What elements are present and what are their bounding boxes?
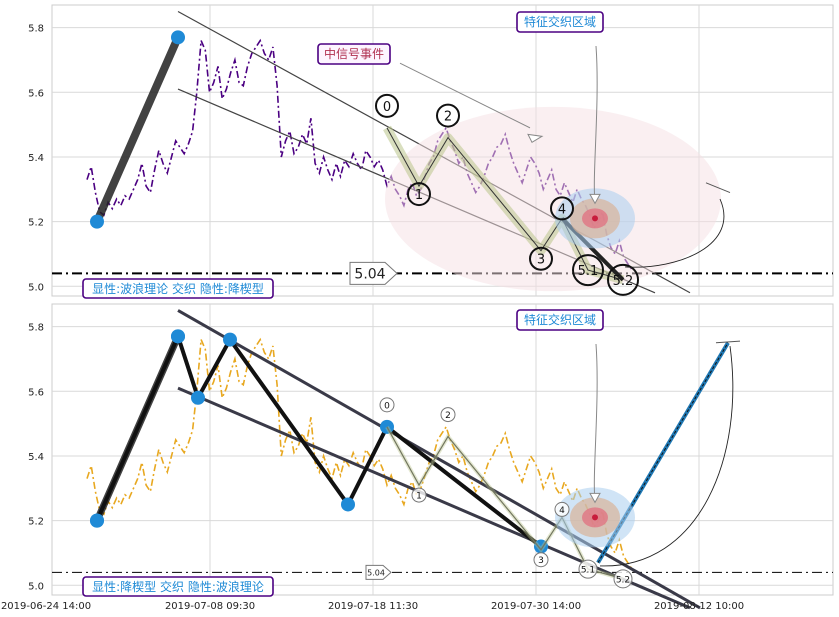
y-tick-label: 5.8 [28, 24, 44, 35]
wave-point-label: 1 [415, 188, 423, 203]
impulse-wave-line [93, 33, 182, 226]
x-tick-label: 2019-07-08 09:30 [165, 601, 255, 612]
feature-zone-center [592, 215, 598, 222]
top-chart-panel: 5.0 5.2 5.4 5.6 5.8 5.04 0 1 2 3 4 5.1 5.2 [28, 4, 834, 297]
wave-point-marker [607, 263, 639, 296]
bottom-caption-label: 显性:降楔型 交织 隐性:波浪理论 [92, 579, 264, 594]
wedge-point-marker [341, 497, 355, 512]
wave-point-label: 2 [445, 411, 451, 421]
y-tick-label: 5.8 [28, 323, 44, 334]
signal-arrow-head [527, 133, 544, 144]
top-signal-badge: 中信号事件 [317, 43, 391, 65]
y-tick-label: 5.4 [28, 452, 44, 463]
y-tick-label: 5.2 [28, 517, 44, 528]
impulse-end-marker [171, 30, 185, 45]
zone-pointer-arrow [593, 343, 598, 500]
wave-point-label: 3 [537, 253, 545, 268]
support-level-arrow [365, 564, 392, 580]
target-cap [705, 182, 731, 193]
wave-point-label: 3 [538, 556, 544, 566]
wave-point-label: 5.2 [616, 575, 630, 585]
support-level-arrow [349, 261, 398, 285]
wedge-point-marker [380, 419, 394, 434]
wave-point-marker [550, 196, 574, 221]
wave-point-label: 0 [384, 401, 390, 411]
wedge-point-marker [223, 332, 237, 347]
bottom-caption-badge: 显性:降楔型 交织 隐性:波浪理论 [82, 576, 274, 597]
top-signal-label: 中信号事件 [324, 46, 384, 61]
wave-point-marker [379, 397, 395, 413]
wave-point-label: 1 [416, 491, 422, 501]
wedge-point-marker [534, 539, 548, 554]
wave-path [386, 127, 624, 281]
y-tick-label: 5.2 [28, 218, 44, 229]
impulse-start-marker [90, 513, 104, 528]
x-tick-label: 2019-08-12 10:00 [654, 601, 744, 612]
support-level-label: 5.04 [367, 568, 385, 577]
wave-point-marker [533, 552, 549, 568]
wave-point-marker [572, 254, 604, 287]
bottom-chart-panel: 5.0 5.2 5.4 5.6 5.8 5.04 0 1 2 3 4 5.1 5.2 [28, 303, 834, 610]
target-curve [599, 345, 734, 567]
lower-trend-line [177, 386, 691, 610]
bottom-zone-label: 特征交织区域 [524, 312, 596, 327]
pattern-highlight-ellipse [385, 106, 721, 292]
wave-point-marker [375, 93, 399, 118]
target-curve [624, 198, 725, 268]
wave-point-marker [436, 103, 460, 128]
wave-point-label: 4 [559, 506, 565, 516]
feature-zone-center [592, 514, 598, 521]
wave-point-label: 5.1 [578, 264, 599, 279]
zone-pointer-head [589, 193, 601, 205]
bottom-zone-badge: 特征交织区域 [516, 309, 604, 331]
wave-point-label: 5.1 [581, 566, 595, 576]
wedge-point-marker [191, 390, 205, 405]
signal-arrow-shaft [399, 62, 531, 129]
y-tick-label: 5.4 [28, 153, 44, 164]
y-tick-label: 5.6 [28, 387, 44, 398]
x-tick-label: 2019-06-24 14:00 [1, 601, 91, 612]
wave-point-marker [613, 569, 633, 589]
wave-point-label: 0 [383, 100, 391, 115]
x-tick-label: 2019-07-30 14:00 [491, 601, 581, 612]
zone-pointer-head [589, 492, 601, 504]
wave-point-marker [529, 246, 553, 271]
top-zone-label: 特征交织区域 [524, 14, 596, 29]
impulse-end-marker [171, 329, 185, 344]
wave-point-marker [407, 182, 431, 207]
x-axis-ticks: 2019-06-24 14:00 2019-07-08 09:30 2019-0… [1, 601, 744, 612]
upper-trend-line [177, 309, 701, 610]
top-caption-label: 显性:波浪理论 交织 隐性:降楔型 [92, 281, 264, 296]
y-tick-label: 5.0 [28, 282, 44, 293]
top-caption-badge: 显性:波浪理论 交织 隐性:降楔型 [82, 278, 274, 299]
wave-point-label: 4 [558, 202, 566, 217]
impulse-start-marker [90, 214, 104, 229]
target-cap [715, 340, 741, 344]
wave-point-label: 5.2 [613, 274, 634, 289]
zone-pointer-arrow [593, 45, 598, 201]
wave-point-marker [440, 407, 456, 423]
wave-point-marker [554, 501, 570, 517]
x-tick-label: 2019-07-18 11:30 [328, 601, 418, 612]
wave-point-marker [578, 559, 598, 579]
support-level-label: 5.04 [354, 266, 385, 282]
wave-point-label: 2 [444, 110, 452, 125]
top-zone-badge: 特征交织区域 [516, 11, 604, 33]
wave-point-marker [411, 487, 427, 503]
y-tick-label: 5.6 [28, 88, 44, 99]
y-tick-label: 5.0 [28, 581, 44, 592]
